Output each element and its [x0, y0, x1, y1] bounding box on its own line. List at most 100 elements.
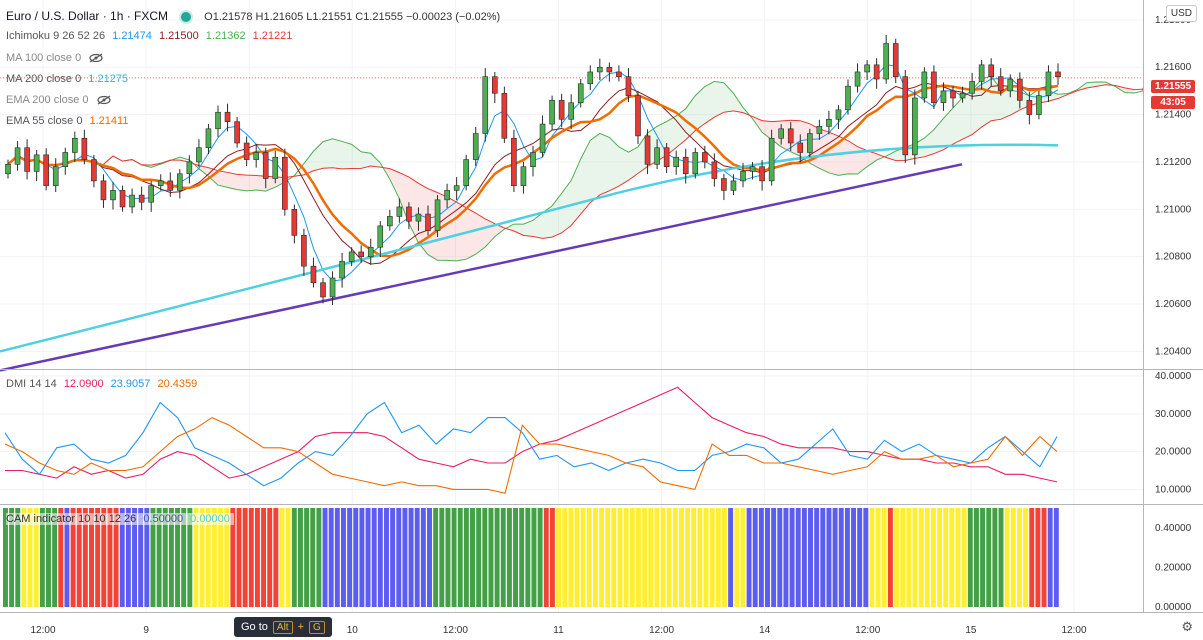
legend-dmi[interactable]: DMI 14 14 12.0900 23.9057 20.4359 [6, 378, 201, 390]
candle-body [272, 156, 279, 179]
ichimoku-label: Ichimoku 9 26 52 26 [6, 30, 106, 42]
currency-button[interactable]: USD [1165, 5, 1197, 22]
goto-button[interactable]: Go to Alt + G [234, 617, 332, 637]
candle-body [43, 154, 49, 186]
hidden-eye-icon[interactable] [96, 95, 112, 105]
cam-bar [1041, 508, 1047, 607]
cam-bar [844, 508, 850, 607]
cam-bar [359, 508, 365, 607]
cam-bar [623, 508, 629, 607]
ichimoku-val-1: 1.21474 [112, 30, 152, 42]
candle-body [663, 147, 670, 167]
cam-bar [525, 508, 531, 607]
price-tick-label: 1.21400 [1155, 110, 1192, 121]
cam-bar [476, 508, 482, 607]
candle-body [348, 251, 355, 262]
cam-bar [660, 508, 666, 607]
cam-bar [365, 508, 371, 607]
time-tick-label: 12:00 [443, 625, 468, 636]
cam-bar [433, 508, 439, 607]
candle-body [33, 154, 40, 172]
candle-body [807, 133, 813, 153]
cam-bar [955, 508, 961, 607]
cloud-segment [389, 168, 400, 199]
cam-bar [900, 508, 906, 607]
cam-bar [1035, 508, 1041, 607]
cam-bar [1016, 508, 1022, 607]
cam-bar [150, 508, 156, 607]
cloud-segment [819, 128, 829, 173]
cam-bar [76, 508, 82, 607]
senkou-b-line [103, 84, 1144, 239]
cam-bar [95, 508, 101, 607]
dmi-pane [0, 375, 1143, 494]
legend-ichimoku[interactable]: Ichimoku 9 26 52 26 1.21474 1.21500 1.21… [6, 30, 296, 42]
cam-bar [691, 508, 697, 607]
legend-ema200[interactable]: EMA 200 close 0 [6, 94, 112, 106]
cam-bar [678, 508, 684, 607]
legend-ma200[interactable]: MA 200 close 0 1.21275 [6, 73, 132, 85]
cam-bar [685, 508, 691, 607]
hidden-eye-icon[interactable] [88, 53, 104, 63]
cam-bar [808, 508, 813, 607]
cam-bar [998, 508, 1004, 607]
cam-label: CAM indicator 10 10 12 26 [6, 513, 137, 525]
cam-bar [125, 508, 131, 607]
ema55-label: EMA 55 close 0 [6, 115, 83, 127]
candle-body [157, 180, 164, 186]
ichimoku-val-2: 1.21500 [158, 30, 199, 42]
candle-body [453, 185, 460, 191]
cam-bar [586, 508, 592, 607]
candle-body [224, 111, 231, 122]
candle-body [129, 194, 135, 208]
candle-body [14, 147, 21, 165]
cam-bar [1029, 508, 1035, 607]
cam-bar [924, 508, 930, 607]
legend-ma100[interactable]: MA 100 close 0 [6, 52, 104, 64]
cloud-segment [599, 133, 610, 195]
candle-body [978, 64, 985, 82]
candle-body [520, 166, 527, 186]
symbol-row[interactable]: Euro / U.S. Dollar · 1h · FXCM O1.21578 … [6, 9, 504, 23]
cam-bar [408, 508, 414, 607]
cloud-segment [447, 196, 457, 261]
cloud-segment [723, 82, 734, 113]
dmi-tick-label: 10.0000 [1155, 484, 1192, 495]
cam-bar [334, 508, 340, 607]
legend-cam[interactable]: CAM indicator 10 10 12 26 0.50000 0.0000… [6, 513, 234, 525]
cam-bar [156, 508, 162, 607]
cam-bar [132, 508, 137, 607]
candle-body [883, 43, 889, 80]
candle-body [787, 128, 794, 144]
candle-body [711, 161, 718, 179]
cloud-segment [179, 157, 190, 163]
candle-body [167, 180, 174, 191]
legend-ema55[interactable]: EMA 55 close 0 1.21411 [6, 115, 132, 127]
candle-body [339, 261, 345, 279]
cloud-segment [265, 176, 276, 192]
cam-bar [820, 508, 826, 607]
cam-bar [181, 508, 187, 607]
cam-bar [310, 508, 316, 607]
cam-tick-label: 0.40000 [1155, 523, 1192, 534]
price-tick-label: 1.21000 [1155, 204, 1192, 215]
cam-bar [224, 508, 230, 607]
cloud-segment [237, 174, 247, 191]
candle-body [549, 100, 555, 125]
candle-body [406, 206, 412, 222]
candle-body [358, 251, 364, 257]
cam-bar [451, 508, 457, 607]
cam-bar [205, 508, 211, 607]
cam-bar [1053, 508, 1059, 607]
key-g: G [309, 620, 325, 634]
cloud-segment [227, 172, 238, 190]
price-tick-label: 1.20400 [1155, 346, 1192, 357]
cloud-segment [332, 138, 343, 169]
cam-bar [33, 508, 39, 607]
candle-body [625, 76, 632, 96]
price-tick-label: 1.21600 [1155, 62, 1192, 73]
candle-body [902, 76, 909, 156]
settings-gear-icon[interactable]: ⚙ [1181, 619, 1193, 634]
cam-bar [304, 508, 310, 607]
